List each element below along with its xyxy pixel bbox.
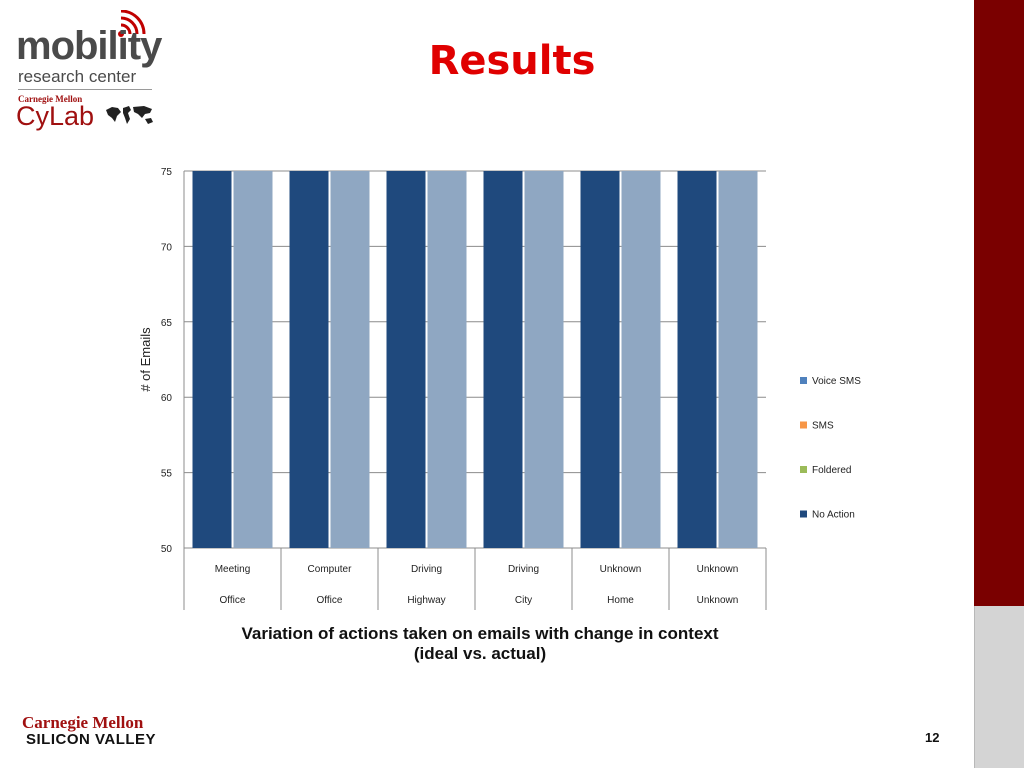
footer-cmu-text: Carnegie Mellon — [22, 713, 144, 732]
y-tick-label: 60 — [161, 393, 173, 404]
legend-swatch — [800, 466, 807, 473]
bar-segment-ideal-no-action — [192, 171, 232, 548]
legend-swatch — [800, 377, 807, 384]
chart-caption-line: Variation of actions taken on emails wit… — [241, 624, 719, 643]
category-label-line2: Office — [317, 595, 343, 606]
bar-segment-actual-no-action — [718, 171, 758, 548]
bar-segment-actual-no-action — [621, 171, 661, 548]
y-tick-label: 65 — [161, 318, 173, 329]
category-label-line1: Meeting — [215, 564, 251, 575]
y-axis-label: # of Emails — [138, 327, 153, 392]
bar-segment-ideal-no-action — [677, 171, 717, 548]
page-number: 12 — [925, 730, 940, 745]
bar-segment-ideal-no-action — [289, 171, 329, 548]
logo-mobility-text: mobility — [16, 24, 162, 68]
wireless-signal-icon — [118, 10, 146, 37]
bar-segment-ideal-no-action — [580, 171, 620, 548]
category-label-line1: Driving — [508, 564, 539, 575]
bar-segment-ideal-no-action — [386, 171, 426, 548]
logo-research-center-text: research center — [18, 67, 137, 86]
stacked-bar-chart: 50 55 60 65 70 75 # of Emails Meeting Office Comp… — [138, 167, 861, 610]
slide-title: Results — [428, 38, 596, 84]
category-label-line2: Home — [607, 595, 634, 606]
category-label-line1: Unknown — [697, 564, 739, 575]
y-tick-label: 50 — [161, 544, 173, 555]
legend-swatch — [800, 421, 807, 429]
legend-label: Voice SMS — [812, 376, 861, 387]
bar-segment-actual-no-action — [330, 171, 370, 548]
category-label-line1: Unknown — [600, 564, 642, 575]
y-tick-label: 75 — [161, 167, 173, 178]
bar-segment-actual-no-action — [233, 171, 273, 548]
y-tick-label: 55 — [161, 469, 173, 480]
legend-label: SMS — [812, 421, 834, 432]
category-label-line2: Office — [220, 595, 246, 606]
category-label-line2: Highway — [407, 595, 445, 606]
legend-label: No Action — [812, 510, 855, 521]
bar-segment-ideal-no-action — [483, 171, 523, 548]
category-label-line1: Driving — [411, 564, 442, 575]
category-label-line2: City — [515, 595, 532, 606]
category-label-line1: Computer — [308, 564, 353, 575]
legend-label: Foldered — [812, 465, 851, 476]
side-accent-bar-lower — [974, 606, 1024, 768]
logo-divider — [18, 89, 152, 90]
legend-swatch — [800, 510, 807, 518]
side-accent-bar — [974, 0, 1024, 606]
y-tick-label: 70 — [161, 242, 173, 253]
logo-cylab-text: CyLab — [16, 101, 95, 131]
logo-cmu-text: Carnegie Mellon — [18, 94, 83, 104]
footer-silicon-valley-text: SILICON VALLEY — [26, 731, 157, 748]
chart-caption: Variation of actions taken on emails wit… — [200, 624, 760, 664]
world-map-icon — [106, 106, 153, 124]
mobility-research-center-logo: mobility research center Carnegie Mellon… — [16, 10, 166, 130]
bar-segment-actual-no-action — [427, 171, 467, 548]
bar-segment-actual-no-action — [524, 171, 564, 548]
chart-caption-line: (ideal vs. actual) — [413, 644, 547, 663]
category-label-line2: Unknown — [697, 595, 739, 606]
cmu-silicon-valley-logo: Carnegie Mellon SILICON VALLEY — [22, 714, 156, 748]
